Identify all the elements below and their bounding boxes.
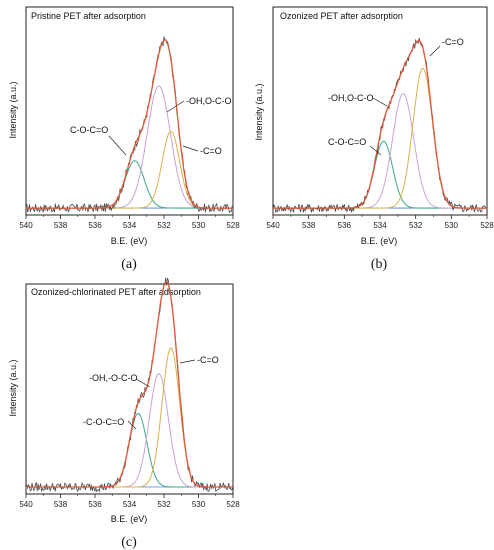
- x-tick-label: 536: [88, 221, 102, 230]
- panel-c-curves: [25, 277, 234, 493]
- caption-b: (b): [371, 257, 388, 272]
- x-tick-label: 538: [54, 221, 68, 230]
- x-tick-label: 540: [19, 500, 33, 509]
- x-tick-label: 536: [88, 500, 102, 509]
- panel-a-ylabel: Intensity (a.u.): [8, 81, 18, 138]
- panel-c-frame: [25, 283, 234, 495]
- panel-c-ticks: 540 538 536 534 532 530 528: [19, 494, 240, 509]
- raw-spectrum-line: [272, 37, 488, 214]
- x-tick-label: 530: [192, 500, 206, 509]
- peak-component-line: [273, 93, 487, 209]
- panel-a-title: Pristine PET after adsorption: [31, 11, 146, 21]
- x-tick-label: 538: [302, 221, 316, 230]
- peak-component-line: [26, 412, 233, 488]
- peak-component-line: [26, 160, 233, 209]
- panel-b-curves: [272, 37, 488, 214]
- panel-c-label-oh: -OH,-O-C-O: [89, 373, 138, 383]
- panel-b: Ozonized PET after adsorption Intensity …: [254, 6, 494, 246]
- panel-b-leader-2: [369, 145, 382, 156]
- x-tick-label: 528: [480, 221, 494, 230]
- panel-b-leader-1: [372, 97, 388, 107]
- x-tick-label: 534: [373, 221, 387, 230]
- peak-component-line: [26, 373, 233, 488]
- raw-spectrum-line: [25, 36, 234, 214]
- panel-a-ticks: 540 538 536 534 532 530 528: [19, 215, 240, 230]
- panel-b-xlabel: B.E. (eV): [361, 236, 398, 246]
- panel-c-ylabel: Intensity (a.u.): [8, 359, 18, 416]
- panel-c-leader-2: [127, 420, 137, 430]
- raw-spectrum-line: [25, 277, 234, 493]
- x-tick-label: 538: [54, 500, 68, 509]
- panel-a-label-c-eq-o: -C=O: [200, 146, 222, 156]
- x-tick-label: 532: [157, 221, 171, 230]
- panel-a-label-c-o-c-eq-o: C-O-C=O: [70, 125, 108, 135]
- caption-a: (a): [121, 257, 137, 272]
- peak-component-line: [26, 130, 233, 209]
- panel-c-label-c-o-c-eq-o: -C-O-C=O: [83, 417, 124, 427]
- panel-a-leader-1: [108, 135, 127, 156]
- panel-b-title: Ozonized PET after adsorption: [280, 11, 403, 21]
- caption-c: (c): [121, 535, 137, 550]
- x-tick-label: 530: [192, 221, 206, 230]
- fit-envelope-line: [26, 281, 233, 488]
- fit-envelope-line: [273, 40, 487, 209]
- peak-component-line: [26, 347, 233, 488]
- panel-a-xlabel: B.E. (eV): [111, 236, 148, 246]
- panel-c-leader-1: [135, 378, 151, 388]
- panel-a-frame: [25, 6, 234, 216]
- panel-c: Ozonized-chlorinated PET after adsorptio…: [8, 277, 240, 524]
- panel-a-label-oh: -OH,O-C-O: [186, 96, 232, 106]
- panel-c-title: Ozonized-chlorinated PET after adsorptio…: [31, 287, 201, 297]
- panel-b-label-oh: -OH,O-C-O: [328, 93, 374, 103]
- x-tick-label: 534: [123, 500, 137, 509]
- panel-c-label-c-eq-o: -C=O: [197, 355, 219, 365]
- panel-b-ylabel: Intensity (a.u.): [254, 83, 264, 140]
- x-tick-label: 534: [123, 221, 137, 230]
- x-tick-label: 540: [266, 221, 280, 230]
- panel-a: Pristine PET after adsorption Intensity …: [8, 6, 240, 246]
- x-tick-label: 532: [157, 500, 171, 509]
- x-tick-label: 530: [445, 221, 459, 230]
- panel-b-label-c-o-c-eq-o: C-O-C=O: [328, 137, 366, 147]
- x-tick-label: 528: [226, 500, 240, 509]
- panel-b-leader-3: [429, 45, 441, 57]
- x-tick-label: 536: [338, 221, 352, 230]
- fit-envelope-line: [26, 39, 233, 209]
- panel-b-ticks: 540 538 536 534 532 530 528: [266, 215, 494, 230]
- x-tick-label: 540: [19, 221, 33, 230]
- panel-a-curves: [25, 36, 234, 214]
- x-tick-label: 528: [226, 221, 240, 230]
- panel-b-label-c-eq-o: -C=O: [442, 37, 464, 47]
- panel-c-xlabel: B.E. (eV): [111, 514, 148, 524]
- panel-c-leader-3: [179, 359, 196, 364]
- x-tick-label: 532: [409, 221, 423, 230]
- panel-a-leader-3: [182, 145, 199, 152]
- panel-a-leader-2: [166, 100, 185, 113]
